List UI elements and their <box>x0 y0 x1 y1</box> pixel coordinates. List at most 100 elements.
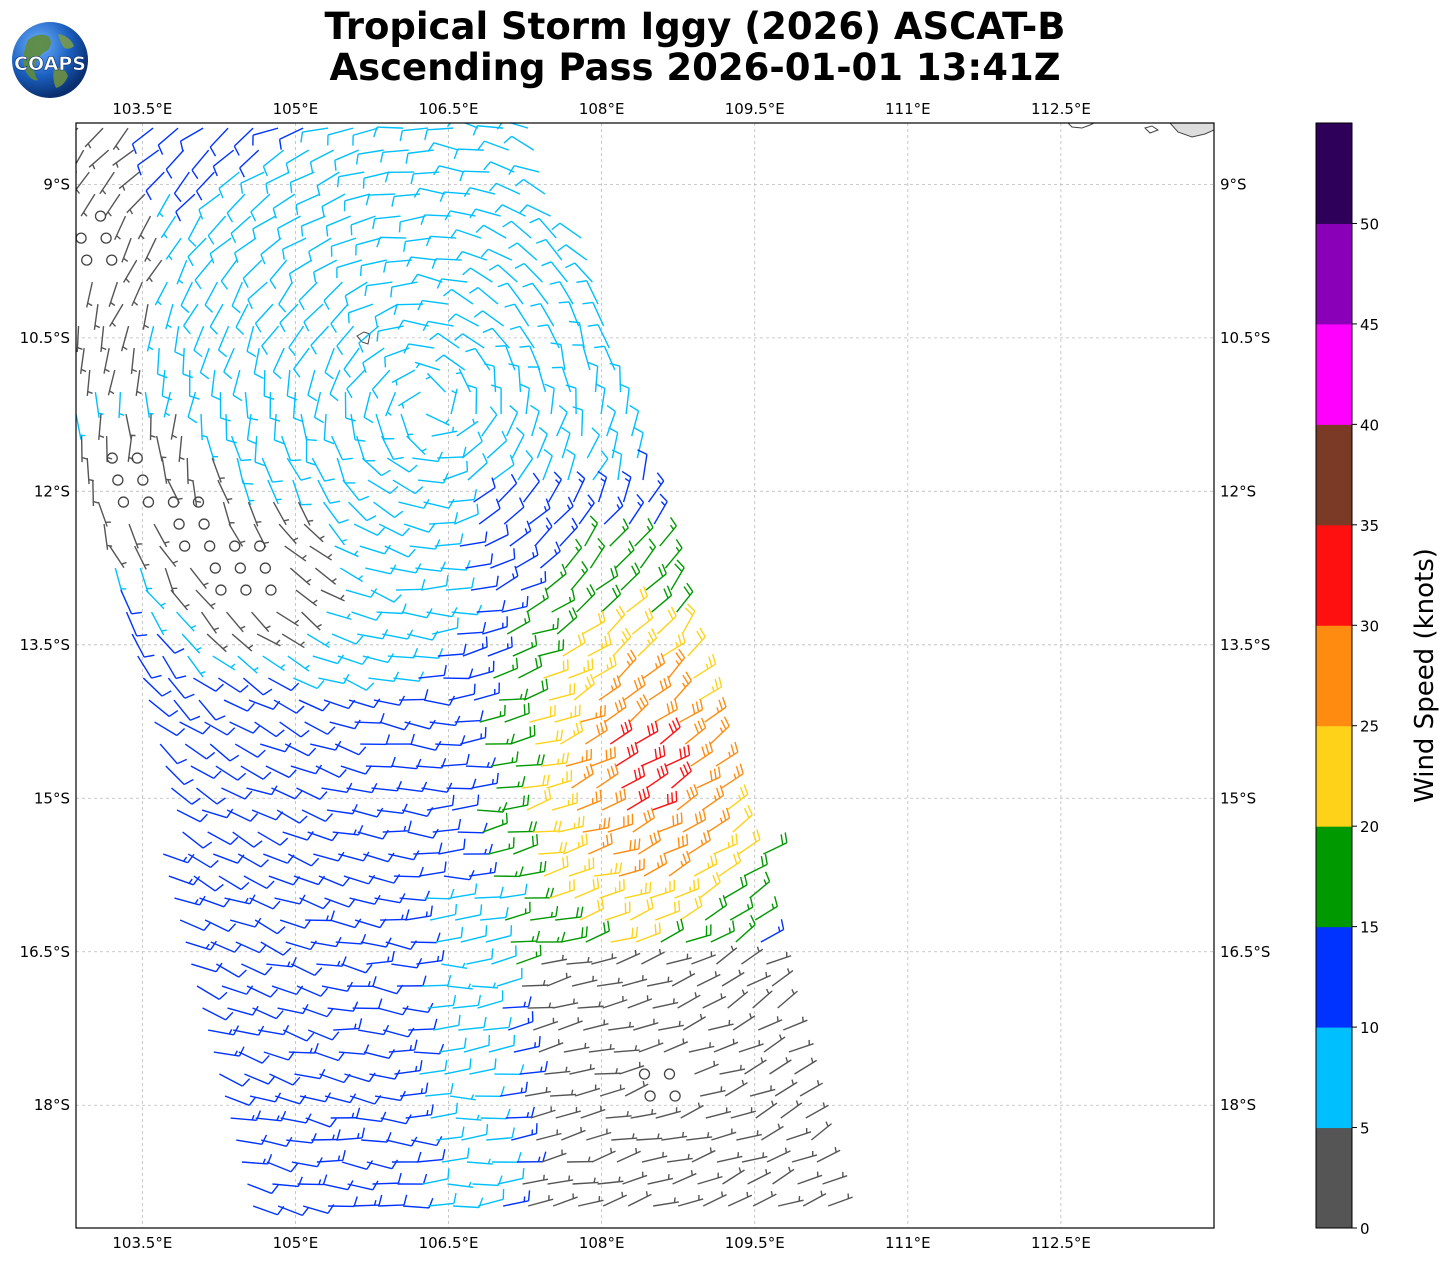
wind-barb-201 <box>79 347 87 374</box>
wind-barb-295 <box>205 435 219 462</box>
wind-barb-843 <box>660 918 685 943</box>
wind-barb-298 <box>280 435 302 462</box>
wind-barb-584 <box>598 675 622 701</box>
wind-barb-489 <box>501 596 529 613</box>
wind-barb-720 <box>582 817 611 833</box>
wind-barb-965 <box>738 1040 764 1053</box>
wind-barb-1131 <box>727 1191 753 1207</box>
wind-barb-911 <box>577 1001 604 1009</box>
wind-barb-652 <box>590 746 617 767</box>
wind-barb-415 <box>359 544 391 555</box>
wind-barb-601 <box>454 710 484 723</box>
wind-barb-1095 <box>422 1168 450 1185</box>
wind-barb-704 <box>182 831 213 849</box>
wind-barb-856 <box>391 958 423 969</box>
colorbar-label: Wind Speed (knots) <box>1410 548 1440 803</box>
wind-barb-691 <box>426 794 455 811</box>
wind-barb-1100 <box>547 1175 574 1185</box>
wind-barb-370 <box>373 501 404 519</box>
wind-barb-278 <box>350 413 366 442</box>
wind-barb-398 <box>503 497 525 525</box>
wind-barb-975 <box>394 1060 423 1075</box>
wind-barb-247 <box>144 391 154 418</box>
wind-barb-561 <box>593 654 617 679</box>
x-tick-label-top: 103.5°E <box>112 100 172 118</box>
wind-barb-679 <box>696 766 721 789</box>
wind-barb-389 <box>278 523 299 545</box>
wind-barb-749 <box>713 833 738 855</box>
wind-barb-571 <box>273 699 305 714</box>
wind-barb-835 <box>460 925 488 943</box>
wind-barb-301 <box>356 435 376 462</box>
wind-barb-615 <box>234 743 266 758</box>
wind-barb-592 <box>229 721 261 734</box>
wind-barb-811 <box>455 904 483 921</box>
wind-barb-976 <box>419 1059 448 1075</box>
wind-barb-588 <box>698 676 723 701</box>
wind-barb-1092 <box>347 1180 379 1191</box>
wind-barb-809 <box>405 905 433 921</box>
wind-barb-207 <box>223 347 235 380</box>
wind-barb-51 <box>384 171 415 183</box>
wind-barb-902 <box>352 998 383 1010</box>
wind-barb-171 <box>393 303 424 315</box>
wind-barb-546 <box>217 677 249 693</box>
wind-barb-340 <box>192 479 202 506</box>
wind-barb-738 <box>438 838 466 855</box>
wind-barb-341 <box>217 479 233 504</box>
wind-barb-710 <box>332 824 364 836</box>
wind-barb-46 <box>265 171 290 194</box>
wind-barb-446 <box>564 538 583 569</box>
wind-barb-251 <box>244 392 259 421</box>
wind-barb-13 <box>373 126 404 138</box>
wind-barb-198 <box>530 302 555 327</box>
wind-barb-53 <box>433 165 465 176</box>
wind-barb-814 <box>530 906 559 921</box>
calm-circle-314 <box>106 452 118 464</box>
y-tick-label-right: 13.5°S <box>1220 636 1270 654</box>
wind-barb-607 <box>604 696 627 723</box>
wind-barb-101 <box>209 237 232 264</box>
wind-barb-33 <box>405 149 434 164</box>
wind-barb-812 <box>480 907 509 921</box>
wind-barb-631 <box>634 720 659 745</box>
wind-barb-622 <box>410 740 442 751</box>
wind-barb-62 <box>198 193 221 220</box>
wind-barb-900 <box>302 1007 334 1018</box>
wind-barb-197 <box>504 303 530 327</box>
wind-barb-67 <box>321 193 346 217</box>
calm-circle-408 <box>179 540 191 552</box>
wind-barb-890 <box>646 976 673 987</box>
wind-barb-35 <box>453 148 484 160</box>
wind-barb-844 <box>685 924 712 943</box>
wind-barb-834 <box>435 926 464 943</box>
wind-barb-1073 <box>466 1158 493 1165</box>
wind-barb-221 <box>568 320 585 349</box>
wind-barb-368 <box>322 501 349 524</box>
wind-barb-905 <box>427 994 457 1009</box>
wind-barb-1101 <box>572 1177 599 1185</box>
wind-barb-797 <box>699 872 721 899</box>
wind-barb-783 <box>349 894 381 905</box>
wind-barb-467 <box>520 571 547 591</box>
wind-barb-1048 <box>436 1126 465 1141</box>
wind-barb-493 <box>601 584 622 613</box>
coastline-java <box>1067 123 1095 129</box>
wind-barb-529 <box>362 653 394 664</box>
wind-barb-881 <box>421 974 452 987</box>
wind-barb-547 <box>242 677 273 696</box>
wind-barb-581 <box>523 678 549 701</box>
wind-barb-686 <box>301 809 334 822</box>
wind-barb-134 <box>508 242 538 261</box>
wind-barb-1035 <box>705 1107 732 1119</box>
x-tick-label-bottom: 109.5°E <box>725 1234 785 1252</box>
wind-barb-289 <box>619 383 630 415</box>
wind-barb-712 <box>382 820 412 833</box>
wind-barb-880 <box>396 975 427 987</box>
wind-barb-215 <box>403 343 435 354</box>
wind-barb-382 <box>103 523 113 550</box>
wind-barb-482 <box>326 611 352 621</box>
wind-barb-768 <box>568 857 595 877</box>
wind-barb-1044 <box>336 1127 366 1141</box>
